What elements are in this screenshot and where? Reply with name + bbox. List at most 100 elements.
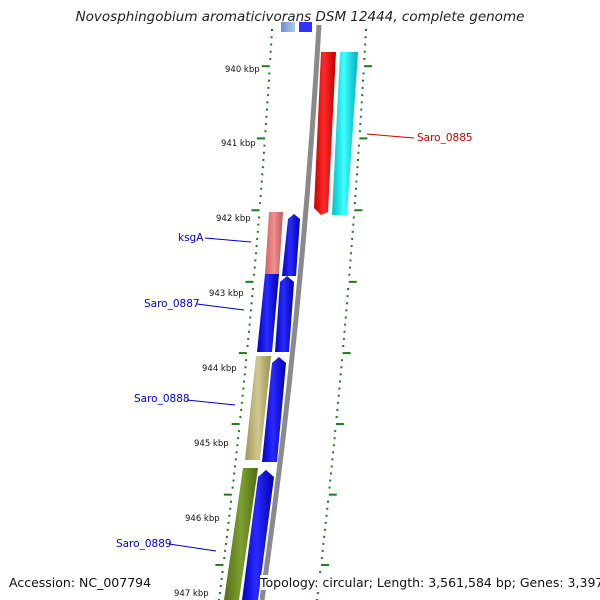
map-title: Novosphingobium aromaticivorans DSM 1244… <box>75 9 525 25</box>
minor-tick <box>240 401 243 404</box>
minor-tick <box>352 223 355 226</box>
minor-tick <box>224 549 227 552</box>
leader-line <box>196 303 245 311</box>
minor-tick <box>316 591 319 594</box>
major-tick <box>231 423 240 426</box>
minor-tick <box>349 259 352 262</box>
minor-tick <box>254 259 257 262</box>
minor-tick <box>359 115 362 118</box>
minor-tick <box>242 387 245 390</box>
minor-tick <box>348 266 351 269</box>
gene-feature-blue[interactable] <box>257 274 279 352</box>
minor-tick <box>260 187 263 190</box>
gene-feature-khaki[interactable] <box>245 356 271 460</box>
minor-tick <box>261 166 264 169</box>
minor-tick <box>220 577 223 580</box>
minor-tick <box>255 245 258 248</box>
minor-tick <box>237 430 240 433</box>
gene-feature-olive[interactable] <box>224 468 258 600</box>
minor-tick <box>363 50 366 53</box>
major-tick <box>335 423 344 426</box>
gene-feature-blue[interactable] <box>282 214 300 276</box>
gene-label-ksga[interactable]: ksgA <box>178 232 204 244</box>
minor-tick <box>237 437 240 440</box>
minor-tick <box>331 458 334 461</box>
gene-feature-partial[interactable] <box>299 22 312 32</box>
minor-tick <box>219 584 222 587</box>
minor-tick <box>365 29 367 31</box>
gene-feature-blue[interactable] <box>262 357 286 462</box>
minor-tick <box>268 72 271 75</box>
minor-tick <box>361 94 364 97</box>
gene-feature-blue[interactable] <box>242 470 274 600</box>
minor-tick <box>271 29 273 31</box>
gene-feature-partial[interactable] <box>281 22 295 32</box>
minor-tick <box>266 94 269 97</box>
gene-label-saro-0887[interactable]: Saro_0887 <box>144 298 200 310</box>
minor-tick <box>335 415 338 418</box>
minor-tick <box>360 108 363 111</box>
minor-tick <box>229 507 232 510</box>
minor-tick <box>225 535 228 538</box>
inner-tick-track <box>215 29 273 600</box>
minor-tick <box>325 514 328 517</box>
minor-tick <box>232 479 235 482</box>
kbp-label: 946 kbp <box>185 514 220 524</box>
minor-tick <box>266 101 269 104</box>
minor-tick <box>260 180 263 183</box>
major-tick <box>223 493 232 496</box>
minor-tick <box>245 359 248 362</box>
minor-tick <box>357 151 360 154</box>
minor-tick <box>239 415 242 418</box>
minor-tick <box>262 158 265 161</box>
gene-feature-cyan[interactable] <box>332 52 358 215</box>
minor-tick <box>235 451 238 454</box>
minor-tick <box>330 465 333 468</box>
kbp-label: 944 kbp <box>202 364 237 374</box>
gene-feature-red[interactable] <box>314 52 336 215</box>
minor-tick <box>253 266 256 269</box>
minor-tick <box>243 373 246 376</box>
major-tick <box>328 493 337 496</box>
major-tick <box>238 352 247 355</box>
minor-tick <box>324 521 327 524</box>
kbp-label: 940 kbp <box>225 65 260 75</box>
minor-tick <box>342 344 345 347</box>
minor-tick <box>361 86 364 89</box>
gene-label-saro-0889[interactable]: Saro_0889 <box>116 538 172 550</box>
major-tick <box>354 209 363 212</box>
minor-tick <box>263 144 266 147</box>
minor-tick <box>352 216 355 219</box>
gene-feature-blue[interactable] <box>275 276 294 352</box>
minor-tick <box>339 380 342 383</box>
minor-tick <box>334 430 337 433</box>
minor-tick <box>223 556 226 559</box>
minor-tick <box>269 57 272 60</box>
gene-label-saro-0888[interactable]: Saro_0888 <box>134 393 190 405</box>
minor-tick <box>328 486 331 489</box>
minor-tick <box>360 101 363 104</box>
minor-tick <box>251 295 254 298</box>
leader-line <box>168 543 217 552</box>
minor-tick <box>256 230 259 233</box>
minor-tick <box>270 36 273 39</box>
minor-tick <box>350 245 353 248</box>
major-tick <box>251 209 260 212</box>
minor-tick <box>344 323 347 326</box>
kbp-label: 942 kbp <box>216 214 251 224</box>
gene-label-saro-0885[interactable]: Saro_0885 <box>417 132 473 144</box>
minor-tick <box>267 86 270 89</box>
minor-tick <box>347 287 350 290</box>
minor-tick <box>339 373 342 376</box>
gene-feature-pink[interactable] <box>265 212 283 274</box>
minor-tick <box>350 252 353 255</box>
minor-tick <box>340 366 343 369</box>
minor-tick <box>240 408 243 411</box>
minor-tick <box>218 591 221 594</box>
minor-tick <box>329 479 332 482</box>
kbp-label: 945 kbp <box>194 439 229 449</box>
minor-tick <box>323 528 326 531</box>
kbp-label: 941 kbp <box>221 139 256 149</box>
minor-tick <box>226 528 229 531</box>
